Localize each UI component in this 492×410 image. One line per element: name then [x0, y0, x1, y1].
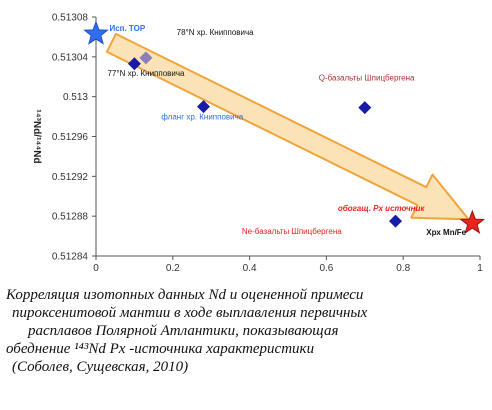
x-tick-label: 1 — [477, 263, 483, 274]
y-tick-label: 0.51304 — [52, 52, 89, 63]
annotation-label: Q-базальты Шпицбергена — [319, 74, 415, 83]
annotation-label: фланг хр. Книпповича — [161, 113, 244, 122]
data-point-diamond — [197, 100, 211, 114]
annotation-label: обогащ. Рх источник — [338, 204, 425, 213]
data-point-star — [83, 20, 109, 45]
caption-line: (Соболев, Сущевская, 2010) — [12, 359, 189, 375]
data-point-diamond — [139, 51, 153, 65]
y-tick-label: 0.513 — [63, 92, 88, 103]
annotation-label: Ne-базальты Шпицбергена — [242, 227, 342, 236]
caption-line: Корреляция изотопных данных Nd и оцененн… — [6, 287, 364, 303]
x-tick-label: 0.8 — [396, 263, 410, 274]
data-point-diamond — [389, 214, 403, 228]
chart: 0 0.2 0.4 0.6 0.8 1 0.51308 0.51304 0.513 0.51296… — [31, 13, 486, 275]
caption-line: пироксенитовой мантии в ходе выплавления… — [12, 305, 368, 321]
data-point-diamond — [127, 57, 141, 71]
y-tick-label: 0.51296 — [52, 132, 89, 143]
annotation-label: Исп. ТОР — [109, 24, 145, 33]
x-tick-label: 0.6 — [319, 263, 333, 274]
x-tick-label: 0.4 — [243, 263, 257, 274]
annotation-label: 77°N хр. Книпповича — [108, 69, 186, 78]
data-point-diamond — [358, 101, 372, 115]
figure-caption: Корреляция изотопных данных Nd и оцененн… — [6, 286, 488, 376]
caption-line: обеднение ¹⁴³Nd Px -источника характерис… — [6, 341, 315, 357]
x-tick-label: 0 — [93, 263, 99, 274]
data-point-star — [459, 209, 486, 234]
y-tick-label: 0.51284 — [52, 252, 89, 263]
y-tick-label: 0.51292 — [52, 172, 89, 183]
x-tick-label: 0.2 — [166, 263, 180, 274]
y-tick-label: 0.51288 — [52, 212, 89, 223]
y-axis-label: ¹⁴³Nd/¹⁴⁴Nd — [31, 109, 42, 163]
trend-arrow-shape — [105, 32, 470, 221]
trend-arrow — [105, 32, 470, 221]
annotations-group: Исп. ТОР 78°N хр. Книпповича 77°N хр. Книп… — [108, 24, 467, 237]
annotation-label: 78°N хр. Книпповича — [177, 28, 255, 37]
y-tick-label: 0.51308 — [52, 13, 89, 24]
caption-line: расплавов Полярной Атлантики, показывающ… — [28, 323, 339, 339]
tick-group: 0 0.2 0.4 0.6 0.8 1 0.51308 0.51304 0.513 0.51296… — [52, 13, 483, 275]
points-group — [83, 20, 486, 234]
annotation-label: Хрх Mn/Fe — [426, 228, 466, 237]
